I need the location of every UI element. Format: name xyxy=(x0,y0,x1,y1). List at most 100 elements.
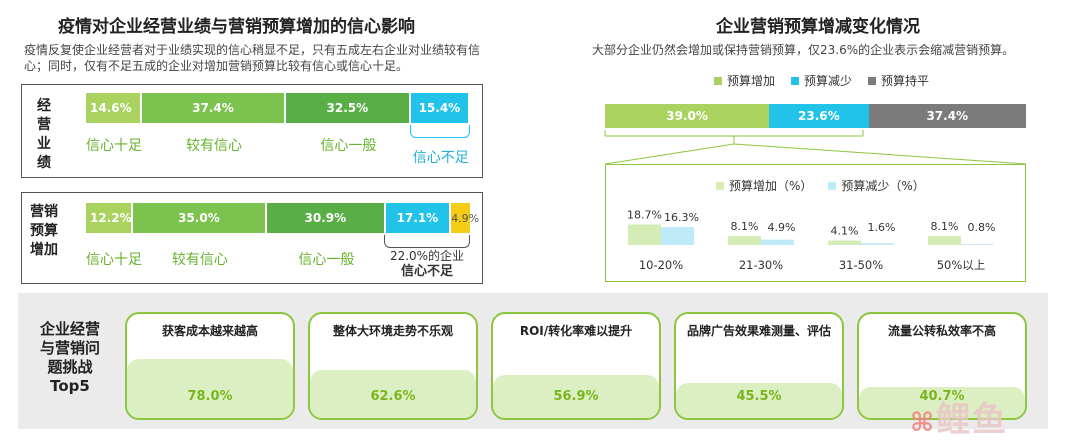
performance-row-label-text: 经营业绩 xyxy=(37,98,51,171)
performance-segment-label-1: 信心十足 xyxy=(86,138,142,154)
budget-stacked-bar: 12.2% 35.0% 30.9% 17.1% 4.9% xyxy=(86,203,479,233)
range-increase-bar-4 xyxy=(928,236,961,245)
challenges-label-text: 企业经营 与营销问 题挑战 Top5 xyxy=(39,320,100,395)
watermark-text: 鲤鱼 xyxy=(936,400,1009,440)
challenges-label: 企业经营 与营销问 题挑战 Top5 xyxy=(24,320,116,396)
connector-fan-left xyxy=(604,143,735,165)
challenge-card-5: 流量公转私效率不高 40.7% xyxy=(857,312,1027,420)
right-chart-subtitle: 大部分企业仍然会增加或保持营销预算，仅23.6%的企业表示会缩减营销预算。 xyxy=(592,43,1015,57)
challenge-card-1: 获客成本越来越高 78.0% xyxy=(125,312,295,420)
challenge-title-3: ROI/转化率难以提升 xyxy=(519,324,633,338)
budget-annotation: 22.0%的企业 信心不足 xyxy=(382,249,472,279)
performance-segment-1: 14.6% xyxy=(86,93,143,123)
connector-lines xyxy=(604,130,1027,165)
range-decrease-label-2: 4.9% xyxy=(768,221,796,234)
budget-change-legend-swatch-3 xyxy=(868,76,877,85)
range-decrease-label-1: 16.3% xyxy=(664,211,699,224)
performance-confidence-box: 经营业绩 14.6% 37.4% 32.5% 15.4% 信心十足 较有信心 信心一般信心… xyxy=(21,84,483,178)
challenge-title-2: 整体大环境走势不乐观 xyxy=(332,324,453,338)
budget-segment-2: 35.0% xyxy=(132,203,268,233)
performance-segment-label-2: 较有信心 xyxy=(186,138,242,154)
budget-change-legend-text-2: 预算减少 xyxy=(804,74,853,88)
budget-segment-5: 4.9% xyxy=(451,203,479,233)
performance-bracket xyxy=(410,125,470,138)
challenge-card-3: ROI/转化率难以提升 56.9% xyxy=(491,312,661,420)
performance-segment-4: 15.4% xyxy=(410,93,470,123)
range-increase-bar-1 xyxy=(628,224,661,245)
challenge-fill-4 xyxy=(676,383,842,418)
budget-range-legend-swatch-1 xyxy=(716,181,724,190)
budget-range-legend-swatch-2 xyxy=(828,181,837,190)
budget-change-segment-3: 37.4% xyxy=(868,104,1026,128)
range-increase-label-4: 8.1% xyxy=(931,220,959,233)
range-decrease-bar-4 xyxy=(961,244,994,245)
range-decrease-bar-2 xyxy=(761,239,794,245)
budget-segment-label-3: 信心一般 xyxy=(298,252,355,268)
budget-change-legend-item-3: 预算持平 xyxy=(868,72,929,89)
budget-range-legend-text-2: 预算减少（%） xyxy=(841,179,925,193)
range-category-label-2: 21-30% xyxy=(739,258,783,272)
challenge-fill-2 xyxy=(310,370,476,418)
challenge-value-2: 62.6% xyxy=(370,389,416,404)
budget-change-stacked-bar: 39.0% 23.6% 37.4% xyxy=(605,104,1026,128)
performance-stacked-bar: 14.6% 37.4% 32.5% 15.4% xyxy=(86,93,470,123)
budget-change-segment-1: 39.0% xyxy=(605,104,770,128)
performance-segment-label-3: 信心一般 xyxy=(320,138,377,154)
budget-row-label-text: 营销 预算 增加 xyxy=(30,204,58,258)
watermark: ⌘鲤鱼 xyxy=(910,392,1008,441)
performance-segment-2: 37.4% xyxy=(142,93,286,123)
range-increase-label-1: 18.7% xyxy=(627,208,662,221)
budget-range-legend-item-2: 预算减少（%） xyxy=(828,177,925,194)
challenge-title-1: 获客成本越来越高 xyxy=(161,324,258,338)
challenge-title-4: 品牌广告效果难测量、评估 xyxy=(686,324,831,338)
range-increase-bar-2 xyxy=(728,236,761,245)
range-increase-bar-3 xyxy=(828,240,861,245)
budget-range-legend-item-1: 预算增加（%） xyxy=(716,177,812,194)
range-decrease-bar-1 xyxy=(661,227,694,245)
range-decrease-bar-3 xyxy=(861,243,894,245)
budget-change-legend-text-1: 预算增加 xyxy=(727,74,776,88)
budget-segment-labels: 信心十足 较有信心 信心一般 xyxy=(86,249,470,271)
budget-row-label: 营销 预算 增加 xyxy=(28,203,60,260)
budget-change-legend-text-3: 预算持平 xyxy=(881,74,930,88)
left-chart-subtitle: 疫情反复使企业经营者对于业绩实现的信心稍显不足，只有五成左右企业对业绩较有信心；… xyxy=(24,43,481,73)
budget-change-legend-item-1: 预算增加 xyxy=(714,72,775,89)
challenge-value-4: 45.5% xyxy=(736,389,782,404)
budget-annotation-line2: 信心不足 xyxy=(400,264,453,279)
watermark-mark: ⌘ xyxy=(910,408,937,438)
performance-segment-3: 32.5% xyxy=(285,93,411,123)
performance-row-label: 经营业绩 xyxy=(34,97,54,173)
budget-range-legend: 预算增加（%） 预算减少（%） xyxy=(716,177,925,194)
challenge-value-1: 78.0% xyxy=(187,389,233,404)
connector-fan-right xyxy=(733,143,1027,165)
challenge-card-4: 品牌广告效果难测量、评估 45.5% xyxy=(674,312,844,420)
challenge-fill-3 xyxy=(493,374,659,418)
budget-segment-label-2: 较有信心 xyxy=(171,252,228,268)
budget-segment-label-1: 信心十足 xyxy=(86,252,142,268)
right-chart-title: 企业营销预算增减变化情况 xyxy=(716,17,920,37)
budget-bracket xyxy=(384,235,470,248)
budget-change-legend-swatch-2 xyxy=(791,76,800,85)
budget-segment-4: 17.1% xyxy=(385,203,452,233)
budget-change-legend-swatch-1 xyxy=(714,76,722,85)
range-category-label-1: 10-20% xyxy=(639,258,683,272)
challenge-card-2: 整体大环境走势不乐观 62.6% xyxy=(308,312,478,420)
performance-segment-label-4: 信心不足 xyxy=(412,150,469,166)
challenge-fill-1 xyxy=(127,358,293,418)
range-increase-label-2: 8.1% xyxy=(731,220,759,233)
range-category-label-3: 31-50% xyxy=(839,258,883,272)
range-decrease-label-4: 0.8% xyxy=(968,221,996,234)
budget-change-legend: 预算增加 预算减少 预算持平 xyxy=(714,72,929,89)
range-increase-label-3: 4.1% xyxy=(831,224,859,237)
budget-range-chart-box: 预算增加（%） 预算减少（%） 18.7% 16.3% 10-20% 8.1% 4.9% 2… xyxy=(605,164,1026,282)
left-chart-title: 疫情对企业经营业绩与营销预算增加的信心影响 xyxy=(58,17,415,37)
budget-change-legend-item-2: 预算减少 xyxy=(791,72,852,89)
budget-range-legend-text-1: 预算增加（%） xyxy=(729,179,813,193)
budget-segment-3: 30.9% xyxy=(267,203,386,233)
range-decrease-label-3: 1.6% xyxy=(868,221,896,234)
range-category-label-4: 50%以上 xyxy=(937,258,986,272)
budget-annotation-line1: 22.0%的企业 xyxy=(389,249,465,263)
budget-range-bars: 18.7% 16.3% 10-20% 8.1% 4.9% 21-30% 4.1% 1.6% 31… xyxy=(627,208,996,272)
budget-confidence-box: 营销 预算 增加 12.2% 35.0% 30.9% 17.1% 4.9% 信心十足 较有信心… xyxy=(21,192,483,284)
challenge-value-3: 56.9% xyxy=(553,389,599,404)
